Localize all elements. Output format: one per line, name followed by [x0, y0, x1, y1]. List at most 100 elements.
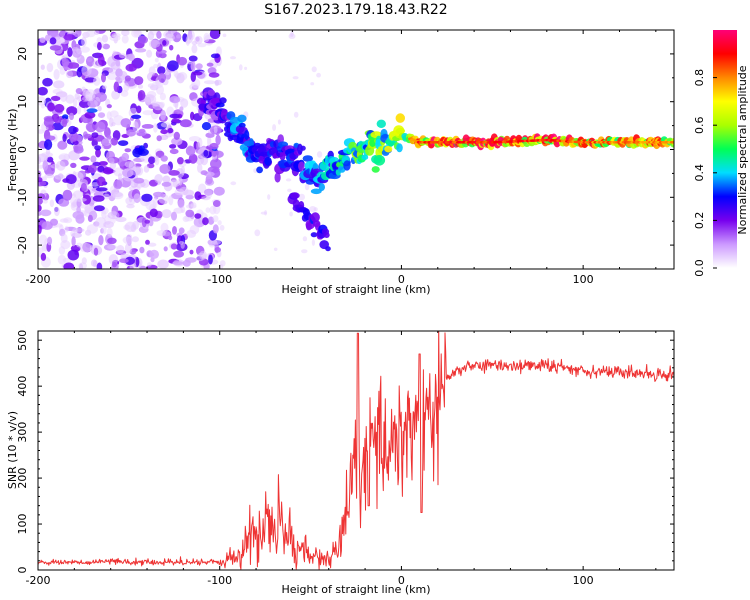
noise-blob — [61, 114, 69, 120]
noise-blob — [124, 242, 133, 254]
ridge-blob — [395, 127, 405, 135]
noise-blob — [292, 76, 299, 80]
noise-blob — [85, 30, 96, 38]
ridge-blob — [373, 155, 386, 166]
noise-blob — [169, 179, 181, 187]
noise-blob — [214, 80, 219, 87]
noise-blob — [117, 140, 129, 147]
noise-blob — [153, 123, 158, 133]
ridge-core — [669, 141, 674, 144]
noise-blob — [57, 254, 67, 265]
y-tick-label: 0 — [16, 146, 29, 153]
snr-panel: -200 -100 0 100 0 100 200 300 400 500 Height of s… — [6, 330, 675, 596]
noise-blob — [79, 242, 92, 253]
noise-blob — [59, 66, 66, 75]
noise-blob — [201, 196, 211, 201]
noise-blob — [121, 30, 130, 36]
noise-blob — [98, 235, 104, 246]
noise-blob — [44, 139, 53, 151]
y-tick-label: -10 — [16, 188, 29, 206]
noise-blob — [125, 63, 137, 72]
noise-blob — [115, 76, 121, 82]
y-tick-label: 400 — [16, 376, 29, 397]
noise-blob — [160, 122, 172, 128]
noise-blob — [207, 135, 212, 147]
noise-blob — [121, 34, 129, 44]
noise-blob — [180, 165, 185, 176]
noise-blob — [109, 117, 114, 127]
branch-blob — [325, 246, 331, 252]
noise-blob — [188, 55, 198, 62]
ridge-blob — [298, 161, 305, 171]
noise-blob — [38, 96, 47, 106]
noise-blob — [63, 262, 75, 269]
y-tick-label: -20 — [16, 236, 29, 254]
noise-blob — [210, 53, 220, 59]
spectrogram-x-axis-label: Height of straight line (km) — [281, 283, 430, 296]
noise-blob — [171, 211, 177, 221]
noise-blob — [298, 193, 305, 201]
noise-blob — [67, 249, 80, 261]
noise-blob — [179, 240, 184, 245]
noise-blob — [137, 148, 149, 156]
noise-blob — [202, 217, 209, 226]
ridge-blob — [300, 145, 306, 151]
figure-title: S167.2023.179.18.43.R22 — [264, 2, 447, 18]
noise-blob — [154, 174, 163, 184]
noise-blob — [106, 71, 118, 81]
noise-blob — [167, 60, 179, 71]
noise-blob — [156, 30, 162, 39]
noise-blob — [148, 218, 154, 227]
noise-blob — [106, 227, 113, 237]
noise-blob — [134, 76, 144, 86]
noise-blob — [45, 34, 50, 42]
ridge-blob — [237, 114, 247, 123]
noise-blob — [177, 199, 185, 209]
noise-blob — [41, 152, 53, 158]
noise-blob — [38, 129, 45, 134]
noise-blob — [46, 156, 54, 163]
snr-ticks: -200 -100 0 100 0 100 200 300 400 500 — [16, 330, 674, 587]
noise-blob — [170, 243, 178, 250]
colorbar-tick-label: 0.4 — [693, 164, 706, 182]
noise-blob — [86, 57, 93, 63]
noise-blob — [124, 256, 135, 265]
noise-blob — [84, 111, 96, 119]
noise-blob — [101, 138, 112, 146]
noise-blob — [144, 94, 157, 105]
colorbar-label: Normalized spectral amplitude — [736, 65, 749, 234]
noise-blob — [148, 39, 161, 49]
noise-blob — [194, 35, 203, 45]
noise-blob — [79, 156, 90, 161]
x-tick-label: -100 — [207, 273, 232, 286]
noise-blob — [200, 170, 208, 176]
y-tick-label: 20 — [16, 47, 29, 61]
noise-blob — [93, 205, 105, 212]
noise-blob — [213, 186, 225, 196]
noise-blob — [54, 103, 65, 113]
noise-blob — [267, 194, 271, 200]
noise-blob — [302, 236, 308, 242]
colorbar-gradient — [713, 30, 737, 268]
noise-blob — [214, 247, 221, 253]
noise-blob — [138, 128, 146, 134]
noise-blob — [82, 90, 93, 98]
noise-blob — [157, 66, 166, 75]
noise-blob — [112, 50, 117, 56]
noise-blob — [83, 133, 92, 139]
noise-blob — [177, 157, 184, 165]
noise-blob — [145, 239, 150, 245]
noise-blob — [137, 35, 148, 45]
x-tick-label: 100 — [573, 273, 594, 286]
noise-blob — [230, 181, 237, 186]
noise-blob — [244, 66, 248, 70]
noise-blob — [209, 205, 217, 215]
noise-blob — [110, 61, 121, 70]
noise-blob — [93, 247, 99, 256]
noise-blob — [173, 250, 185, 258]
y-tick-label: 0 — [16, 567, 29, 574]
noise-blob — [92, 195, 105, 202]
noise-blob — [113, 179, 123, 189]
noise-blob — [119, 258, 129, 264]
